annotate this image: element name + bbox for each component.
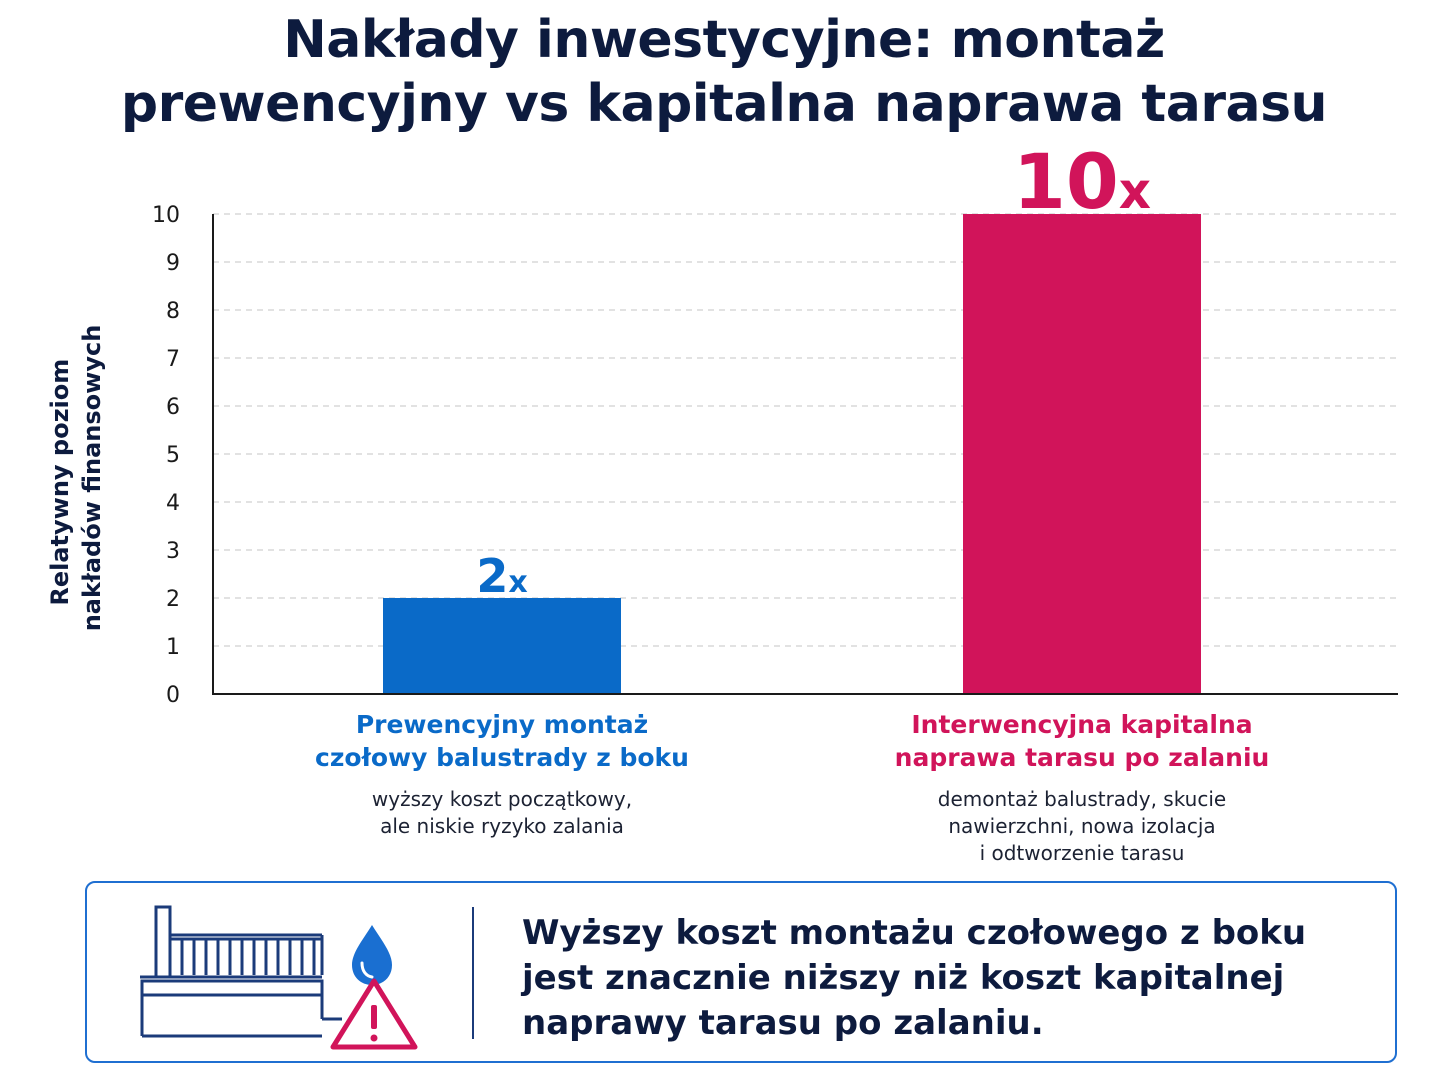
y-tick-label: 4 [166,491,180,516]
bar-2 [963,214,1201,694]
category-desc-line3: i odtworzenie tarasu [979,841,1185,865]
category-title-line1: Prewencyjny montaż [355,710,649,739]
info-icons [140,905,418,1050]
y-tick-label: 5 [166,443,180,468]
water-drop-icon [352,925,392,985]
chart-title-line2: prewencyjny vs kapitalna naprawa tarasu [120,74,1328,134]
info-divider [472,907,474,1039]
y-tick-label: 6 [166,395,180,420]
warning-triangle-icon [330,978,418,1050]
info-text: Wyższy koszt montażu czołowego z boku je… [522,911,1362,1046]
category-desc-line1: wyższy koszt początkowy, [371,787,633,811]
info-text-line3: naprawy tarasu po zalaniu. [522,1003,1044,1043]
category-desc-preventive: wyższy koszt początkowy, ale niskie ryzy… [262,786,742,840]
y-tick-label: 7 [166,347,180,372]
y-tick-label: 10 [152,203,180,228]
info-text-line1: Wyższy koszt montażu czołowego z boku [522,913,1307,953]
category-label-preventive: Prewencyjny montaż czołowy balustrady z … [262,708,742,840]
category-label-intervention: Interwencyjna kapitalna naprawa tarasu p… [842,708,1322,867]
chart-title: Nakłady inwestycyjne: montaż prewencyjny… [0,8,1448,136]
y-tick-label: 1 [166,635,180,660]
chart-title-line1: Nakłady inwestycyjne: montaż [283,10,1165,70]
gridlines [213,213,1398,647]
balustrade-icon [140,905,342,1038]
y-axis-label: Relatywny poziom nakładów finansowych [46,325,106,632]
category-title-line2: naprawa tarasu po zalaniu [894,743,1270,772]
info-text-line2: jest znacznie niższy niż koszt kapitalne… [522,958,1285,998]
data-labels: 2x 10x [476,137,1151,603]
bar-1 [383,598,621,694]
info-box: Wyższy koszt montażu czołowego z boku je… [85,881,1397,1063]
y-tick-label: 9 [166,251,180,276]
y-tick-label: 0 [166,683,180,708]
bar-chart: 0 1 2 3 4 5 6 7 8 9 10 2x 10x Relatywny poziom nakł… [46,137,1398,708]
y-tick-label: 3 [166,539,180,564]
y-tick-label: 2 [166,587,180,612]
category-title-line1: Interwencyjna kapitalna [911,710,1253,739]
bars [383,214,1201,694]
y-axis-label-line2: nakładów finansowych [78,325,106,632]
category-desc-line2: nawierzchni, nowa izolacja [948,814,1216,838]
category-title-preventive: Prewencyjny montaż czołowy balustrady z … [262,708,742,774]
y-tick-label: 8 [166,299,180,324]
y-axis-ticks: 0 1 2 3 4 5 6 7 8 9 10 [152,203,180,708]
y-axis-label-line1: Relatywny poziom [46,359,74,606]
data-label-1: 2x [476,549,527,603]
category-title-line2: czołowy balustrady z boku [315,743,689,772]
data-label-2: 10x [1013,137,1151,226]
category-title-intervention: Interwencyjna kapitalna naprawa tarasu p… [842,708,1322,774]
category-desc-line1: demontaż balustrady, skucie [937,787,1227,811]
category-desc-intervention: demontaż balustrady, skucie nawierzchni,… [842,786,1322,867]
category-desc-line2: ale niskie ryzyko zalania [380,814,624,838]
